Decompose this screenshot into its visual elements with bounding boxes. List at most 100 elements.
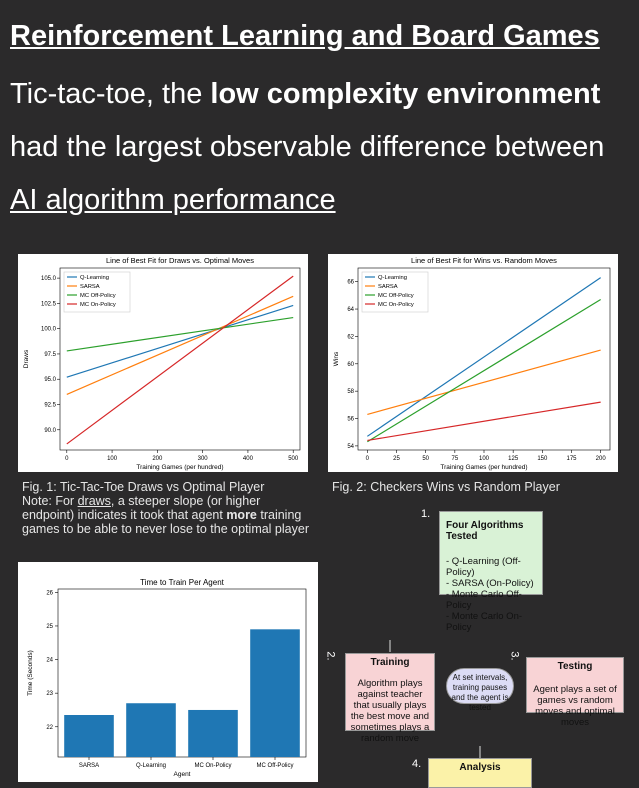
y-axis-label: Draws (23, 349, 30, 368)
x-tick-label: Q-Learning (136, 763, 166, 769)
series-line (367, 349, 601, 415)
fig1-caption-line3-text: endpoint) indicates it took that agent (22, 508, 227, 522)
y-tick-label: 102.5 (41, 301, 57, 307)
chart-title: Line of Best Fit for Draws vs. Optimal M… (106, 256, 254, 265)
x-tick-label: 175 (566, 456, 577, 462)
algorithms-box: Four Algorithms Tested - Q-Learning (Off… (439, 511, 543, 633)
x-tick-label: 125 (508, 456, 519, 462)
training-box: Training Algorithm plays against teacher… (345, 653, 435, 744)
fig2-caption: Fig. 2: Checkers Wins vs Random Player (332, 480, 560, 494)
y-tick-label: 90.0 (44, 428, 56, 434)
step-number-3: 3. (508, 651, 521, 661)
x-tick-label: 300 (198, 456, 209, 462)
fig3-panel: Time to Train Per Agent 22 23 24 25 26 SARSA Q-… (18, 562, 318, 782)
y-tick-label: 92.5 (44, 403, 56, 409)
y-tick-label: 105.0 (41, 276, 57, 282)
evaluation-bubble: At set intervals, training pauses and th… (446, 668, 514, 712)
y-tick-label: 23 (46, 691, 53, 697)
bar (188, 709, 238, 757)
analysis-box: Analysis (428, 758, 532, 788)
fig1-chart: Line of Best Fit for Draws vs. Optimal M… (23, 256, 301, 471)
fig1-caption-title: Fig. 1: Tic-Tac-Toe Draws vs Optimal Pla… (22, 480, 265, 494)
fig1-caption-note: Note: For draws, a steeper slope (or hig… (22, 494, 322, 508)
algorithm-item: - SARSA (On-Policy) (446, 578, 534, 589)
y-tick-label: 22 (46, 725, 53, 731)
x-tick-label: MC On-Policy (194, 763, 231, 769)
step-number-1: 1. (421, 508, 431, 520)
fig2-chart: Line of Best Fit for Wins vs. Random Mov… (333, 256, 611, 471)
y-tick-label: 58 (347, 389, 354, 395)
x-tick-label: 0 (65, 456, 69, 462)
y-axis-label: Wins (333, 351, 340, 366)
legend-box (63, 271, 131, 313)
y-tick-label: 62 (347, 334, 354, 340)
y-tick-label: 95.0 (44, 377, 56, 383)
y-tick-label: 24 (46, 658, 53, 664)
chart-title: Line of Best Fit for Wins vs. Random Mov… (411, 256, 557, 265)
algorithm-item: - Monte Carlo Off-Policy (446, 589, 522, 611)
headline-text: Tic-tac-toe, the (10, 78, 211, 110)
step-number-2: 2. (324, 651, 337, 661)
y-tick-label: 100.0 (41, 327, 57, 333)
training-text: Algorithm plays against teacher that usu… (350, 678, 430, 744)
y-tick-label: 60 (347, 362, 354, 368)
x-tick-label: 50 (422, 456, 429, 462)
x-tick-label: SARSA (79, 763, 99, 769)
y-tick-label: 25 (46, 624, 53, 630)
chart-title: Time to Train Per Agent (140, 578, 225, 587)
legend-entry: MC On-Policy (80, 302, 116, 308)
series-line (367, 401, 601, 442)
legend-entry: Q-Learning (80, 275, 109, 281)
legend-entry: MC Off-Policy (378, 293, 414, 299)
fig1-caption-note-text: Note: For (22, 494, 78, 508)
x-tick-label: 400 (243, 456, 254, 462)
algorithm-item: - Q-Learning (Off-Policy) (446, 556, 521, 578)
series-line (367, 298, 601, 443)
y-tick-label: 66 (347, 280, 354, 286)
x-tick-label: 500 (288, 456, 299, 462)
legend-entry: SARSA (378, 284, 398, 290)
x-tick-label: 100 (107, 456, 118, 462)
y-tick-label: 97.5 (44, 352, 56, 358)
fig1-panel: Line of Best Fit for Draws vs. Optimal M… (18, 254, 308, 472)
headline-emphasis: low complexity environment (210, 78, 601, 110)
x-tick-label: 150 (537, 456, 548, 462)
series-line (66, 295, 294, 395)
x-tick-label: 0 (366, 456, 370, 462)
fig1-caption-line4: games to be able to never lose to the op… (22, 522, 309, 536)
y-tick-label: 64 (347, 307, 354, 313)
x-axis-label: Training Games (per hundred) (136, 464, 223, 471)
fig3-chart: Time to Train Per Agent 22 23 24 25 26 SARSA Q-… (27, 578, 307, 778)
fig1-caption-note-rest: , a steeper slope (or higher (110, 494, 261, 508)
series-line (366, 277, 602, 437)
step-number-4: 4. (412, 758, 422, 770)
legend-entry: Q-Learning (378, 275, 407, 281)
y-tick-label: 26 (46, 590, 53, 596)
series-line (66, 304, 294, 378)
legend-entry: SARSA (80, 284, 100, 290)
series-line (66, 316, 294, 352)
fig1-caption: Fig. 1: Tic-Tac-Toe Draws vs Optimal Pla… (22, 480, 322, 536)
fig1-caption-line3: endpoint) indicates it took that agent m… (22, 508, 322, 522)
algorithms-title: Four Algorithms Tested (446, 520, 524, 542)
x-tick-label: 75 (451, 456, 458, 462)
bar (250, 629, 300, 757)
fig2-panel: Line of Best Fit for Wins vs. Random Mov… (328, 254, 618, 472)
x-axis-label: Training Games (per hundred) (440, 464, 527, 471)
x-tick-label: 200 (152, 456, 163, 462)
evaluation-text: At set intervals, training pauses and th… (451, 673, 509, 712)
testing-box: Testing Agent plays a set of games vs ra… (526, 657, 624, 728)
algorithm-item: - Monte Carlo On-Policy (446, 611, 523, 633)
fig1-caption-draws: draws (77, 494, 111, 508)
headline-line-2: had the largest observable difference be… (10, 131, 605, 163)
x-axis-label: Agent (174, 771, 191, 778)
testing-text: Agent plays a set of games vs random mov… (533, 684, 617, 728)
x-tick-label: 25 (393, 456, 400, 462)
series-line (66, 275, 294, 445)
y-tick-label: 54 (347, 444, 354, 450)
analysis-title: Analysis (459, 762, 501, 773)
legend-box (361, 271, 429, 313)
y-tick-label: 56 (347, 417, 354, 423)
plot-frame (59, 267, 301, 451)
legend-entry: MC On-Policy (378, 302, 414, 308)
